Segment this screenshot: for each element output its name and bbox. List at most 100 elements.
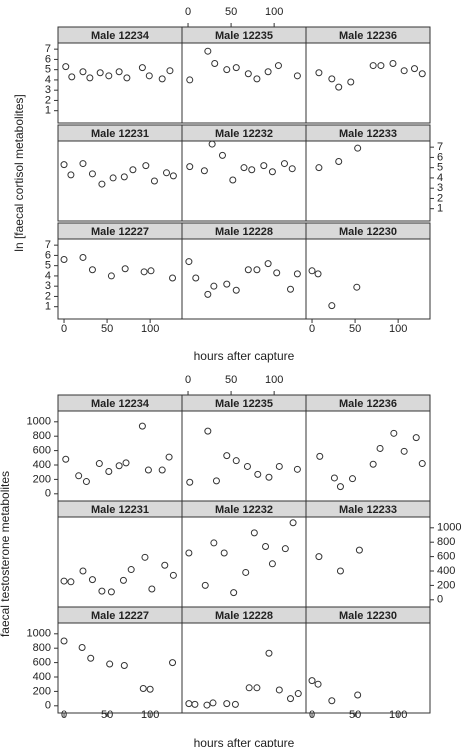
point (211, 60, 219, 68)
panel-title: Male 12233 (339, 128, 397, 140)
y-tick-label: 6 (45, 249, 51, 261)
point (265, 649, 273, 657)
point (253, 684, 261, 692)
y-tick-label: 7 (45, 43, 51, 55)
point (349, 475, 356, 483)
y-tick-label: 2 (45, 290, 51, 302)
point (82, 478, 90, 486)
y-tick-label: 800 (33, 430, 51, 442)
x-tick-label: 0 (309, 709, 315, 721)
point (203, 701, 211, 709)
y-axis-label: faecal testosterone metabolites (0, 471, 12, 637)
point (264, 260, 272, 268)
point (314, 680, 322, 688)
x-tick-label: 100 (141, 323, 159, 335)
y-tick-label: 400 (33, 671, 51, 683)
point (390, 429, 398, 437)
point (230, 589, 238, 597)
point (268, 560, 276, 568)
point (68, 73, 76, 81)
x-tick-label: 50 (349, 709, 361, 721)
y-tick-label: 200 (33, 685, 51, 697)
y-tick-label: 0 (45, 700, 51, 712)
point (107, 588, 115, 596)
y-tick-label: 6 (45, 53, 51, 65)
point (186, 478, 194, 486)
point (209, 699, 217, 707)
point (231, 700, 239, 708)
point (145, 72, 153, 80)
point (287, 695, 294, 703)
point (293, 72, 301, 80)
y-tick-label: 3 (45, 280, 51, 292)
y-tick-label: 200 (33, 473, 51, 485)
point (232, 64, 240, 72)
x-tick-label: 100 (389, 709, 407, 721)
point (158, 75, 166, 83)
y-tick-label: 4 (437, 172, 443, 184)
x-tick-label: 0 (185, 6, 191, 18)
point (105, 467, 113, 475)
point (223, 280, 231, 288)
point (98, 180, 106, 188)
point (60, 161, 68, 169)
point (88, 170, 96, 178)
panel (305, 42, 431, 124)
point (67, 578, 75, 586)
point (412, 434, 420, 442)
y-tick-label: 400 (33, 459, 51, 471)
x-tick-label: 0 (61, 323, 67, 335)
y-tick-label: 7 (437, 141, 443, 153)
y-tick-label: 3 (45, 84, 51, 96)
point (240, 164, 248, 172)
y-tick-label: 1 (45, 301, 51, 313)
point (185, 700, 193, 708)
point (273, 269, 281, 277)
point (107, 272, 115, 280)
point (328, 75, 336, 83)
point (232, 457, 240, 465)
point (169, 659, 177, 667)
point (200, 167, 208, 175)
point (223, 700, 231, 708)
point (115, 462, 123, 470)
panel (305, 516, 431, 608)
y-tick-label: 400 (437, 565, 455, 577)
x-tick-label: 0 (309, 323, 315, 335)
y-tick-label: 2 (437, 192, 443, 204)
panel-title: Male 12228 (215, 610, 273, 622)
y-tick-label: 3 (437, 182, 443, 194)
point (377, 62, 385, 70)
point (294, 690, 302, 698)
point (245, 684, 253, 692)
point (223, 66, 231, 74)
point (418, 460, 426, 468)
point (165, 453, 173, 461)
point (186, 163, 194, 171)
point (119, 576, 127, 584)
panel-title: Male 12234 (91, 30, 150, 42)
panel (57, 42, 183, 124)
point (232, 286, 240, 294)
point (400, 447, 408, 455)
point (60, 637, 68, 645)
point (79, 567, 87, 575)
point (121, 265, 129, 273)
point (275, 462, 283, 470)
point (98, 587, 106, 595)
y-tick-label: 1000 (437, 522, 461, 534)
y-tick-label: 5 (437, 162, 443, 174)
panel (181, 516, 307, 608)
point (314, 270, 322, 278)
point (106, 660, 114, 668)
point (293, 270, 301, 278)
x-tick-label: 0 (185, 374, 191, 386)
point (144, 466, 152, 474)
point (268, 168, 276, 176)
point (335, 158, 343, 166)
panel (181, 42, 307, 124)
y-tick-label: 4 (45, 270, 51, 282)
point (223, 452, 231, 460)
x-tick-label: 100 (265, 374, 283, 386)
